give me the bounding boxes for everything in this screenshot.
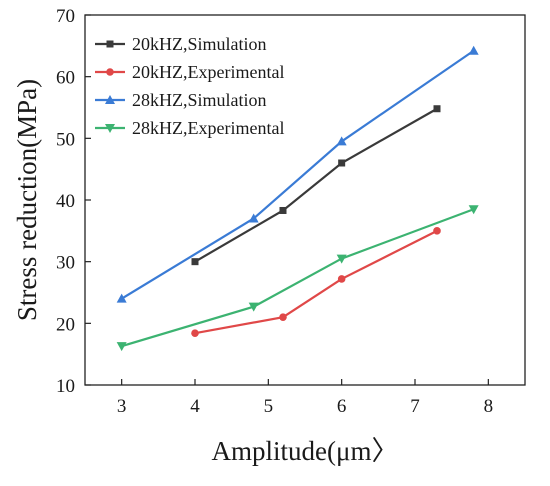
legend-swatch-marker [105, 124, 115, 133]
axis-ticks: 3 4 5 6 7 8 10 20 30 40 50 60 70 [56, 6, 493, 417]
legend-item: 28kHZ,Simulation [95, 90, 267, 110]
legend-label: 20kHZ,Simulation [132, 34, 267, 54]
legend-label: 28kHZ,Experimental [132, 118, 284, 138]
y-tick-label: 20 [56, 314, 75, 335]
y-tick-label: 40 [56, 191, 75, 212]
data-point [116, 342, 127, 352]
data-point [468, 205, 479, 215]
legend-swatch-marker [105, 95, 115, 104]
legend: 20kHZ,Simulation 20kHZ,Experimental 28kHZ,… [95, 34, 284, 138]
data-point [279, 206, 287, 214]
data-point [279, 313, 287, 321]
y-tick-label: 10 [56, 376, 75, 397]
y-tick-label: 30 [56, 253, 75, 274]
series-line [121, 49, 475, 300]
x-axis-title: Amplitude(μm〉 [212, 436, 399, 466]
legend-item: 20kHZ,Simulation [95, 34, 267, 54]
data-point [336, 254, 347, 264]
data-point [337, 275, 346, 283]
data-point [468, 45, 479, 55]
y-tick-label: 50 [56, 129, 75, 150]
legend-label: 28kHZ,Simulation [132, 90, 267, 110]
series-4 [116, 205, 479, 352]
series-1 [191, 105, 441, 266]
data-point [191, 329, 199, 338]
data-point [433, 227, 441, 235]
data-point [116, 293, 127, 303]
series-line [194, 107, 438, 263]
x-tick-label: 3 [117, 396, 127, 417]
y-tick-label: 70 [56, 6, 75, 27]
y-tick-label: 60 [56, 68, 75, 89]
series-line [194, 229, 438, 335]
x-tick-label: 5 [264, 396, 274, 417]
data-point [248, 302, 259, 312]
x-tick-label: 7 [410, 396, 420, 417]
x-tick-label: 4 [190, 396, 200, 417]
x-tick-label: 8 [484, 396, 494, 417]
x-tick-label: 6 [337, 396, 347, 417]
series-3 [116, 45, 479, 303]
series-line [121, 208, 475, 348]
data-point [248, 213, 259, 223]
series-layer [116, 45, 479, 352]
legend-item: 20kHZ,Experimental [95, 62, 284, 82]
data-point [338, 159, 346, 167]
data-point [336, 136, 347, 146]
legend-item: 28kHZ,Experimental [95, 118, 284, 138]
legend-swatch-marker [106, 68, 114, 76]
series-2 [191, 227, 441, 338]
legend-swatch-marker [106, 40, 114, 48]
data-point [191, 258, 199, 266]
y-axis-title: Stress reduction(MPa) [12, 79, 42, 321]
data-point [433, 105, 441, 113]
legend-label: 20kHZ,Experimental [132, 62, 284, 82]
